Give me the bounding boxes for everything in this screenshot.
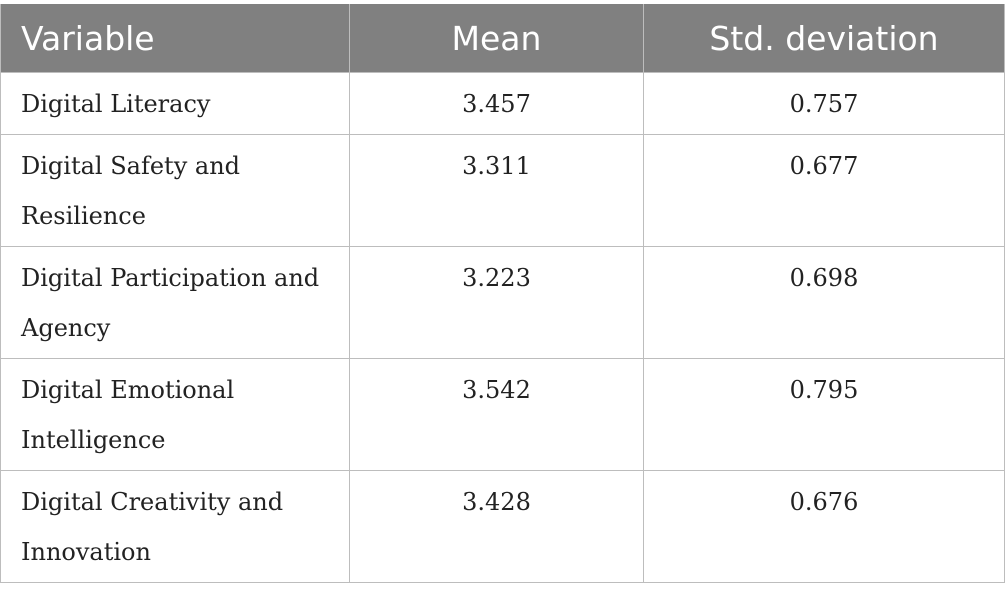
cell-variable: Digital Participation and Agency [0,246,350,359]
cell-variable: Digital Safety and Resilience [0,134,350,247]
table-row: Digital Participation and Agency 3.223 0… [0,246,1005,359]
cell-mean: 3.428 [349,470,644,583]
header-row: Variable Mean Std. deviation [0,4,1005,73]
cell-std-deviation: 0.676 [643,470,1005,583]
table-row: Digital Safety and Resilience 3.311 0.67… [0,134,1005,247]
cell-variable: Digital Emotional Intelligence [0,358,350,471]
cell-mean: 3.311 [349,134,644,247]
cell-mean: 3.223 [349,246,644,359]
descriptive-statistics-table-container: Variable Mean Std. deviation Digital Lit… [0,4,1005,583]
table-row: Digital Emotional Intelligence 3.542 0.7… [0,358,1005,471]
header-variable: Variable [0,4,350,73]
cell-mean: 3.542 [349,358,644,471]
header-std-deviation: Std. deviation [643,4,1005,73]
cell-variable: Digital Creativity and Innovation [0,470,350,583]
header-mean: Mean [349,4,644,73]
cell-variable: Digital Literacy [0,72,350,135]
cell-std-deviation: 0.698 [643,246,1005,359]
table-body: Digital Literacy 3.457 0.757 Digital Saf… [0,72,1005,583]
table-row: Digital Creativity and Innovation 3.428 … [0,470,1005,583]
cell-std-deviation: 0.757 [643,72,1005,135]
descriptive-statistics-table: Variable Mean Std. deviation Digital Lit… [0,4,1005,583]
cell-std-deviation: 0.677 [643,134,1005,247]
table-header: Variable Mean Std. deviation [0,4,1005,73]
cell-mean: 3.457 [349,72,644,135]
table-row: Digital Literacy 3.457 0.757 [0,72,1005,135]
cell-std-deviation: 0.795 [643,358,1005,471]
